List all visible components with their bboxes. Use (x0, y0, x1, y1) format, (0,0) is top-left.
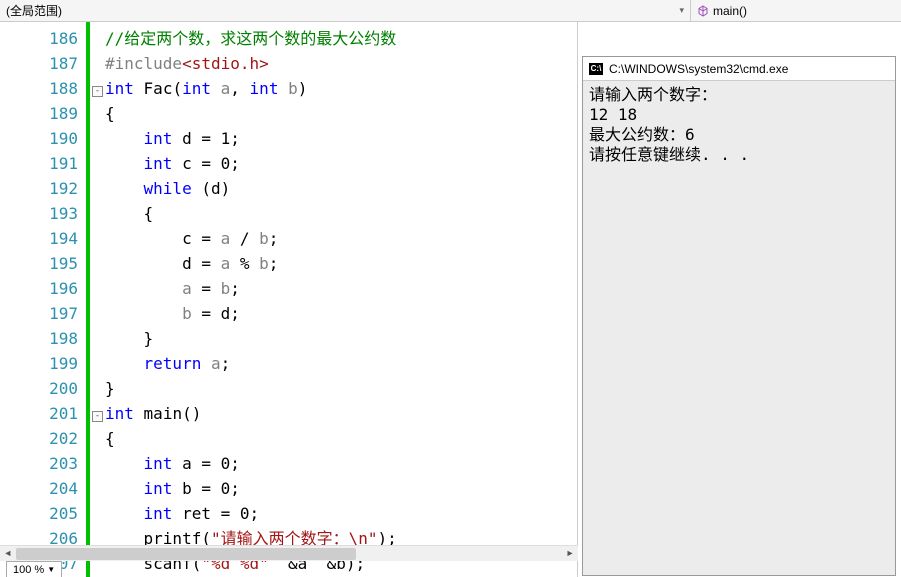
code-line[interactable]: } (92, 326, 577, 351)
line-number: 203 (0, 451, 86, 476)
code-line[interactable]: #include<stdio.h> (92, 51, 577, 76)
line-number: 205 (0, 501, 86, 526)
line-number: 190 (0, 126, 86, 151)
code-line[interactable]: int b = 0; (92, 476, 577, 501)
console-title: C:\WINDOWS\system32\cmd.exe (609, 62, 788, 76)
line-number: 200 (0, 376, 86, 401)
zoom-value: 100 % (13, 564, 44, 576)
function-dropdown[interactable]: main() (691, 2, 901, 20)
code-line[interactable]: c = a / b; (92, 226, 577, 251)
code-editor[interactable]: 1861871881891901911921931941951961971981… (0, 22, 578, 577)
code-line[interactable]: } (92, 376, 577, 401)
line-number-gutter: 1861871881891901911921931941951961971981… (0, 22, 90, 577)
line-number: 202 (0, 426, 86, 451)
cmd-icon: C:\ (589, 63, 603, 75)
line-number: 188 (0, 76, 86, 101)
code-line[interactable]: b = d; (92, 301, 577, 326)
main-area: 1861871881891901911921931941951961971981… (0, 22, 901, 577)
console-line: 请按任意键继续. . . (589, 145, 889, 165)
code-line[interactable]: return a; (92, 351, 577, 376)
line-number: 196 (0, 276, 86, 301)
line-number: 192 (0, 176, 86, 201)
line-number: 194 (0, 226, 86, 251)
horizontal-scrollbar[interactable]: ◄ ► (0, 545, 578, 561)
code-line[interactable]: -int Fac(int a, int b) (92, 76, 577, 101)
code-line[interactable]: { (92, 426, 577, 451)
line-number: 197 (0, 301, 86, 326)
console-line: 请输入两个数字： (589, 85, 889, 105)
console-line: 12 18 (589, 105, 889, 125)
code-line[interactable]: d = a % b; (92, 251, 577, 276)
line-number: 199 (0, 351, 86, 376)
fold-toggle-icon[interactable]: - (92, 411, 103, 422)
scope-label: (全局范围) (6, 2, 62, 19)
code-line[interactable]: while (d) (92, 176, 577, 201)
code-line[interactable]: int d = 1; (92, 126, 577, 151)
function-icon (697, 5, 709, 17)
scroll-right-arrow[interactable]: ► (562, 546, 578, 561)
function-label: main() (713, 4, 747, 18)
scroll-track[interactable] (16, 546, 562, 561)
code-line[interactable]: { (92, 201, 577, 226)
console-output: 请输入两个数字：12 18最大公约数：6请按任意键继续. . . (583, 81, 895, 169)
code-line[interactable]: int a = 0; (92, 451, 577, 476)
code-line[interactable]: int ret = 0; (92, 501, 577, 526)
code-content[interactable]: //给定两个数，求这两个数的最大公约数 #include<stdio.h>-in… (90, 22, 577, 577)
code-line[interactable]: a = b; (92, 276, 577, 301)
chevron-down-icon: ▾ (679, 5, 684, 16)
line-number: 204 (0, 476, 86, 501)
scroll-left-arrow[interactable]: ◄ (0, 546, 16, 561)
console-titlebar[interactable]: C:\ C:\WINDOWS\system32\cmd.exe (583, 57, 895, 81)
line-number: 187 (0, 51, 86, 76)
console-window: C:\ C:\WINDOWS\system32\cmd.exe 请输入两个数字：… (582, 56, 896, 576)
scope-dropdown[interactable]: (全局范围) ▾ (0, 0, 691, 21)
line-number: 193 (0, 201, 86, 226)
scroll-thumb[interactable] (16, 548, 356, 560)
fold-toggle-icon[interactable]: - (92, 86, 103, 97)
line-number: 201 (0, 401, 86, 426)
line-number: 189 (0, 101, 86, 126)
zoom-indicator[interactable]: 100 % ▼ (6, 561, 62, 577)
line-number: 186 (0, 26, 86, 51)
code-line[interactable]: //给定两个数，求这两个数的最大公约数 (92, 26, 577, 51)
navigation-bar: (全局范围) ▾ main() (0, 0, 901, 22)
console-line: 最大公约数：6 (589, 125, 889, 145)
code-line[interactable]: int c = 0; (92, 151, 577, 176)
code-line[interactable]: { (92, 101, 577, 126)
code-line[interactable]: -int main() (92, 401, 577, 426)
line-number: 191 (0, 151, 86, 176)
line-number: 195 (0, 251, 86, 276)
chevron-down-icon: ▼ (47, 565, 55, 574)
line-number: 198 (0, 326, 86, 351)
